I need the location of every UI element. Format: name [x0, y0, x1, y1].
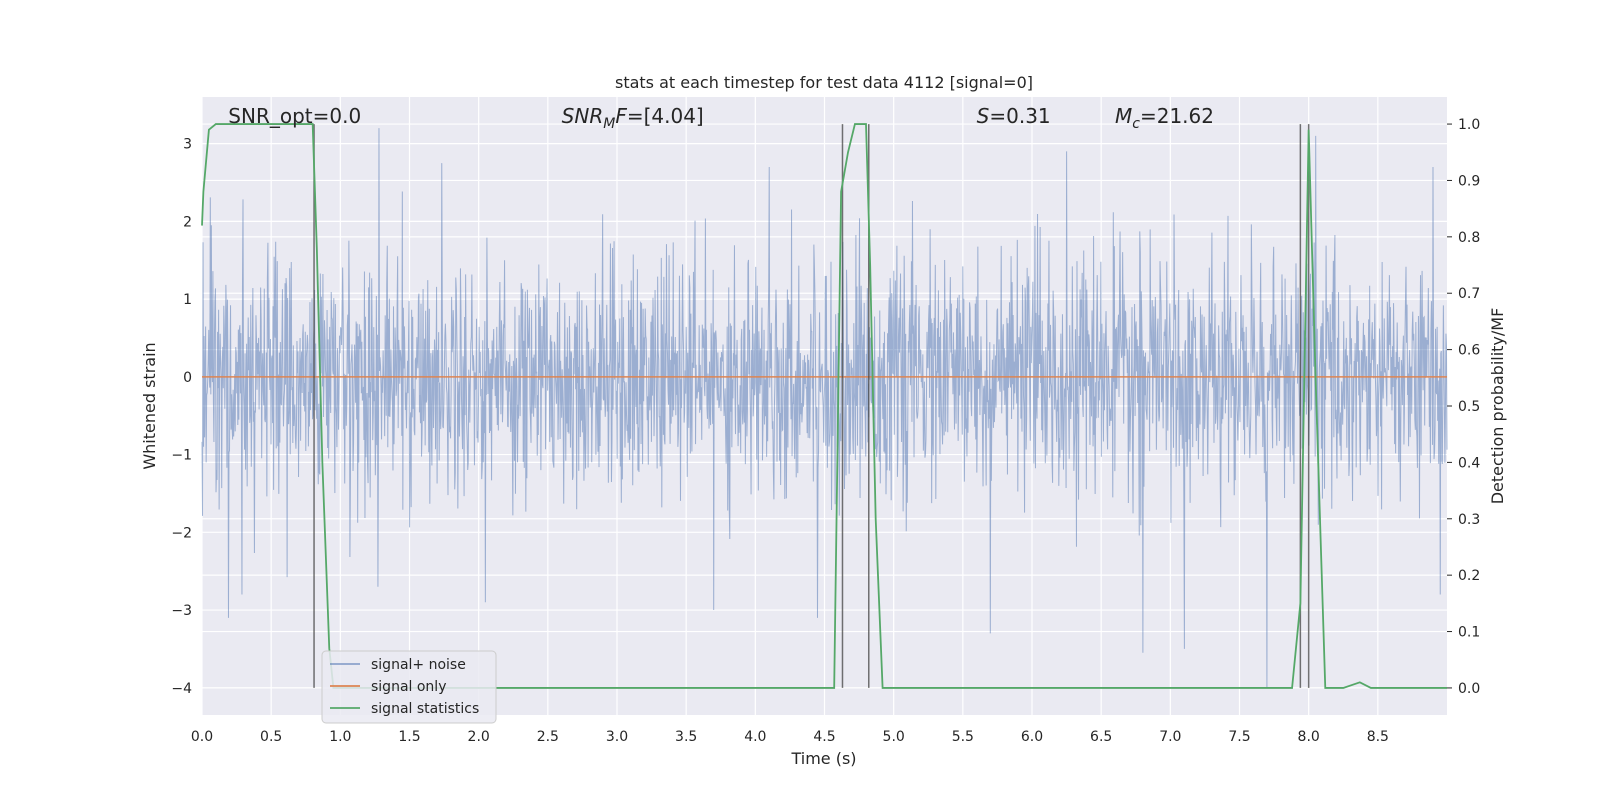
x-tick-label: 0.0	[191, 729, 213, 745]
series-signal-statistics	[201, 123, 1447, 689]
annotation-snr-opt: SNR_opt=0.0	[228, 104, 361, 128]
y-right-tick-label: 1.0	[1458, 117, 1480, 133]
y-right-tick-label: 0.3	[1458, 512, 1480, 528]
y-tick-label: −1	[171, 448, 192, 464]
x-tick-label: 3.0	[606, 729, 628, 745]
x-tick-label: 1.5	[398, 729, 420, 745]
y-right-tick-label: 0.1	[1458, 625, 1480, 641]
signal-statistics-line	[201, 123, 1447, 689]
x-tick-label: 5.0	[883, 729, 905, 745]
x-tick-label: 7.5	[1228, 729, 1250, 745]
y-tick-label: −3	[171, 603, 192, 619]
y-tick-label: −4	[171, 681, 192, 697]
x-tick-label: 6.0	[1021, 729, 1043, 745]
legend: signal+ noise signal only signal statist…	[321, 650, 497, 724]
x-tick-label: 2.0	[468, 729, 490, 745]
annotation-mc: Mc=21.62	[1115, 104, 1214, 132]
y-right-tick-label: 0.0	[1458, 681, 1480, 697]
y-tick-label: 2	[183, 214, 192, 230]
legend-label-signal-only: signal only	[371, 679, 446, 695]
y-tick-label: 1	[183, 292, 192, 308]
x-tick-label: 6.5	[1090, 729, 1112, 745]
y-right-tick-label: 0.6	[1458, 343, 1480, 359]
x-tick-label: 8.0	[1298, 729, 1320, 745]
legend-box	[321, 650, 497, 724]
y-right-tick-label: 0.8	[1458, 230, 1480, 246]
legend-label-signal-statistics: signal statistics	[371, 701, 479, 717]
x-tick-label: 1.0	[329, 729, 351, 745]
x-tick-label: 8.5	[1367, 729, 1389, 745]
y-axis-right-label: Detection probability/MF	[1488, 308, 1507, 505]
x-tick-label: 5.5	[952, 729, 974, 745]
x-tick-label: 7.0	[1159, 729, 1181, 745]
y-tick-label: −2	[171, 525, 192, 541]
y-right-tick-label: 0.9	[1458, 173, 1480, 189]
annotation-snr-mf: SNRMF=[4.04]	[562, 104, 704, 132]
y-tick-label: 3	[183, 137, 192, 153]
signal-noise-line	[201, 128, 1448, 688]
y-tick-label: 0	[183, 370, 192, 386]
series-signal-noise	[201, 128, 1448, 688]
annotation-s: S=0.31	[977, 104, 1051, 128]
legend-label-signal-noise: signal+ noise	[371, 657, 466, 673]
chart-title: stats at each timestep for test data 411…	[615, 73, 1033, 92]
y-right-tick-label: 0.2	[1458, 568, 1480, 584]
y-right-tick-label: 0.7	[1458, 286, 1480, 302]
y-axis-label: Whitened strain	[140, 342, 159, 469]
x-tick-label: 4.0	[744, 729, 766, 745]
tick-labels: 0.0 0.5 1.0 1.5 2.0 2.5 3.0 3.5 4.0 4.5 5.0 5.5 6.0 6…	[171, 117, 1480, 745]
y-right-tick-label: 0.5	[1458, 399, 1480, 415]
x-tick-label: 4.5	[813, 729, 835, 745]
x-tick-label: 3.5	[675, 729, 697, 745]
x-tick-label: 0.5	[260, 729, 282, 745]
x-tick-label: 2.5	[537, 729, 559, 745]
x-axis-label: Time (s)	[790, 749, 856, 768]
annotations: SNR_opt=0.0 SNRMF=[4.04] S=0.31 Mc=21.62	[228, 104, 1214, 132]
y-right-tick-label: 0.4	[1458, 455, 1480, 471]
